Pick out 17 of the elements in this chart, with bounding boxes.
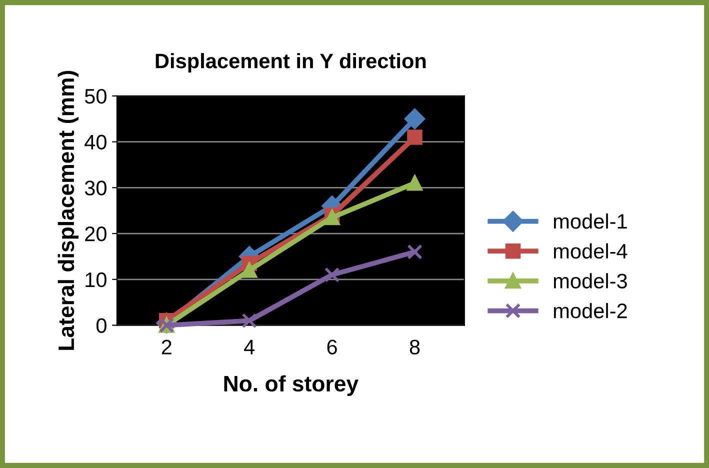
x-tick-label: 2: [162, 340, 172, 354]
y-tick-label: 40: [84, 134, 106, 150]
legend-label: model-2: [554, 302, 627, 318]
y-axis-title: Lateral displacement (mm): [58, 70, 79, 350]
y-tick-label: 50: [84, 88, 106, 104]
chart-title: Displacement in Y direction: [156, 53, 426, 72]
x-axis-title: No. of storey: [224, 375, 358, 396]
x-tick-label: 4: [244, 340, 255, 354]
x-tick-label: 8: [410, 340, 420, 354]
y-tick-label: 10: [86, 272, 106, 288]
legend-label: model-1: [554, 213, 627, 229]
legend-label: model-3: [554, 273, 627, 288]
y-tick-label: 20: [85, 226, 106, 242]
legend-label: model-4: [554, 243, 628, 259]
x-tick-label: 6: [327, 340, 337, 354]
y-tick-label: 0: [96, 318, 106, 334]
y-tick-label: 30: [84, 180, 106, 196]
